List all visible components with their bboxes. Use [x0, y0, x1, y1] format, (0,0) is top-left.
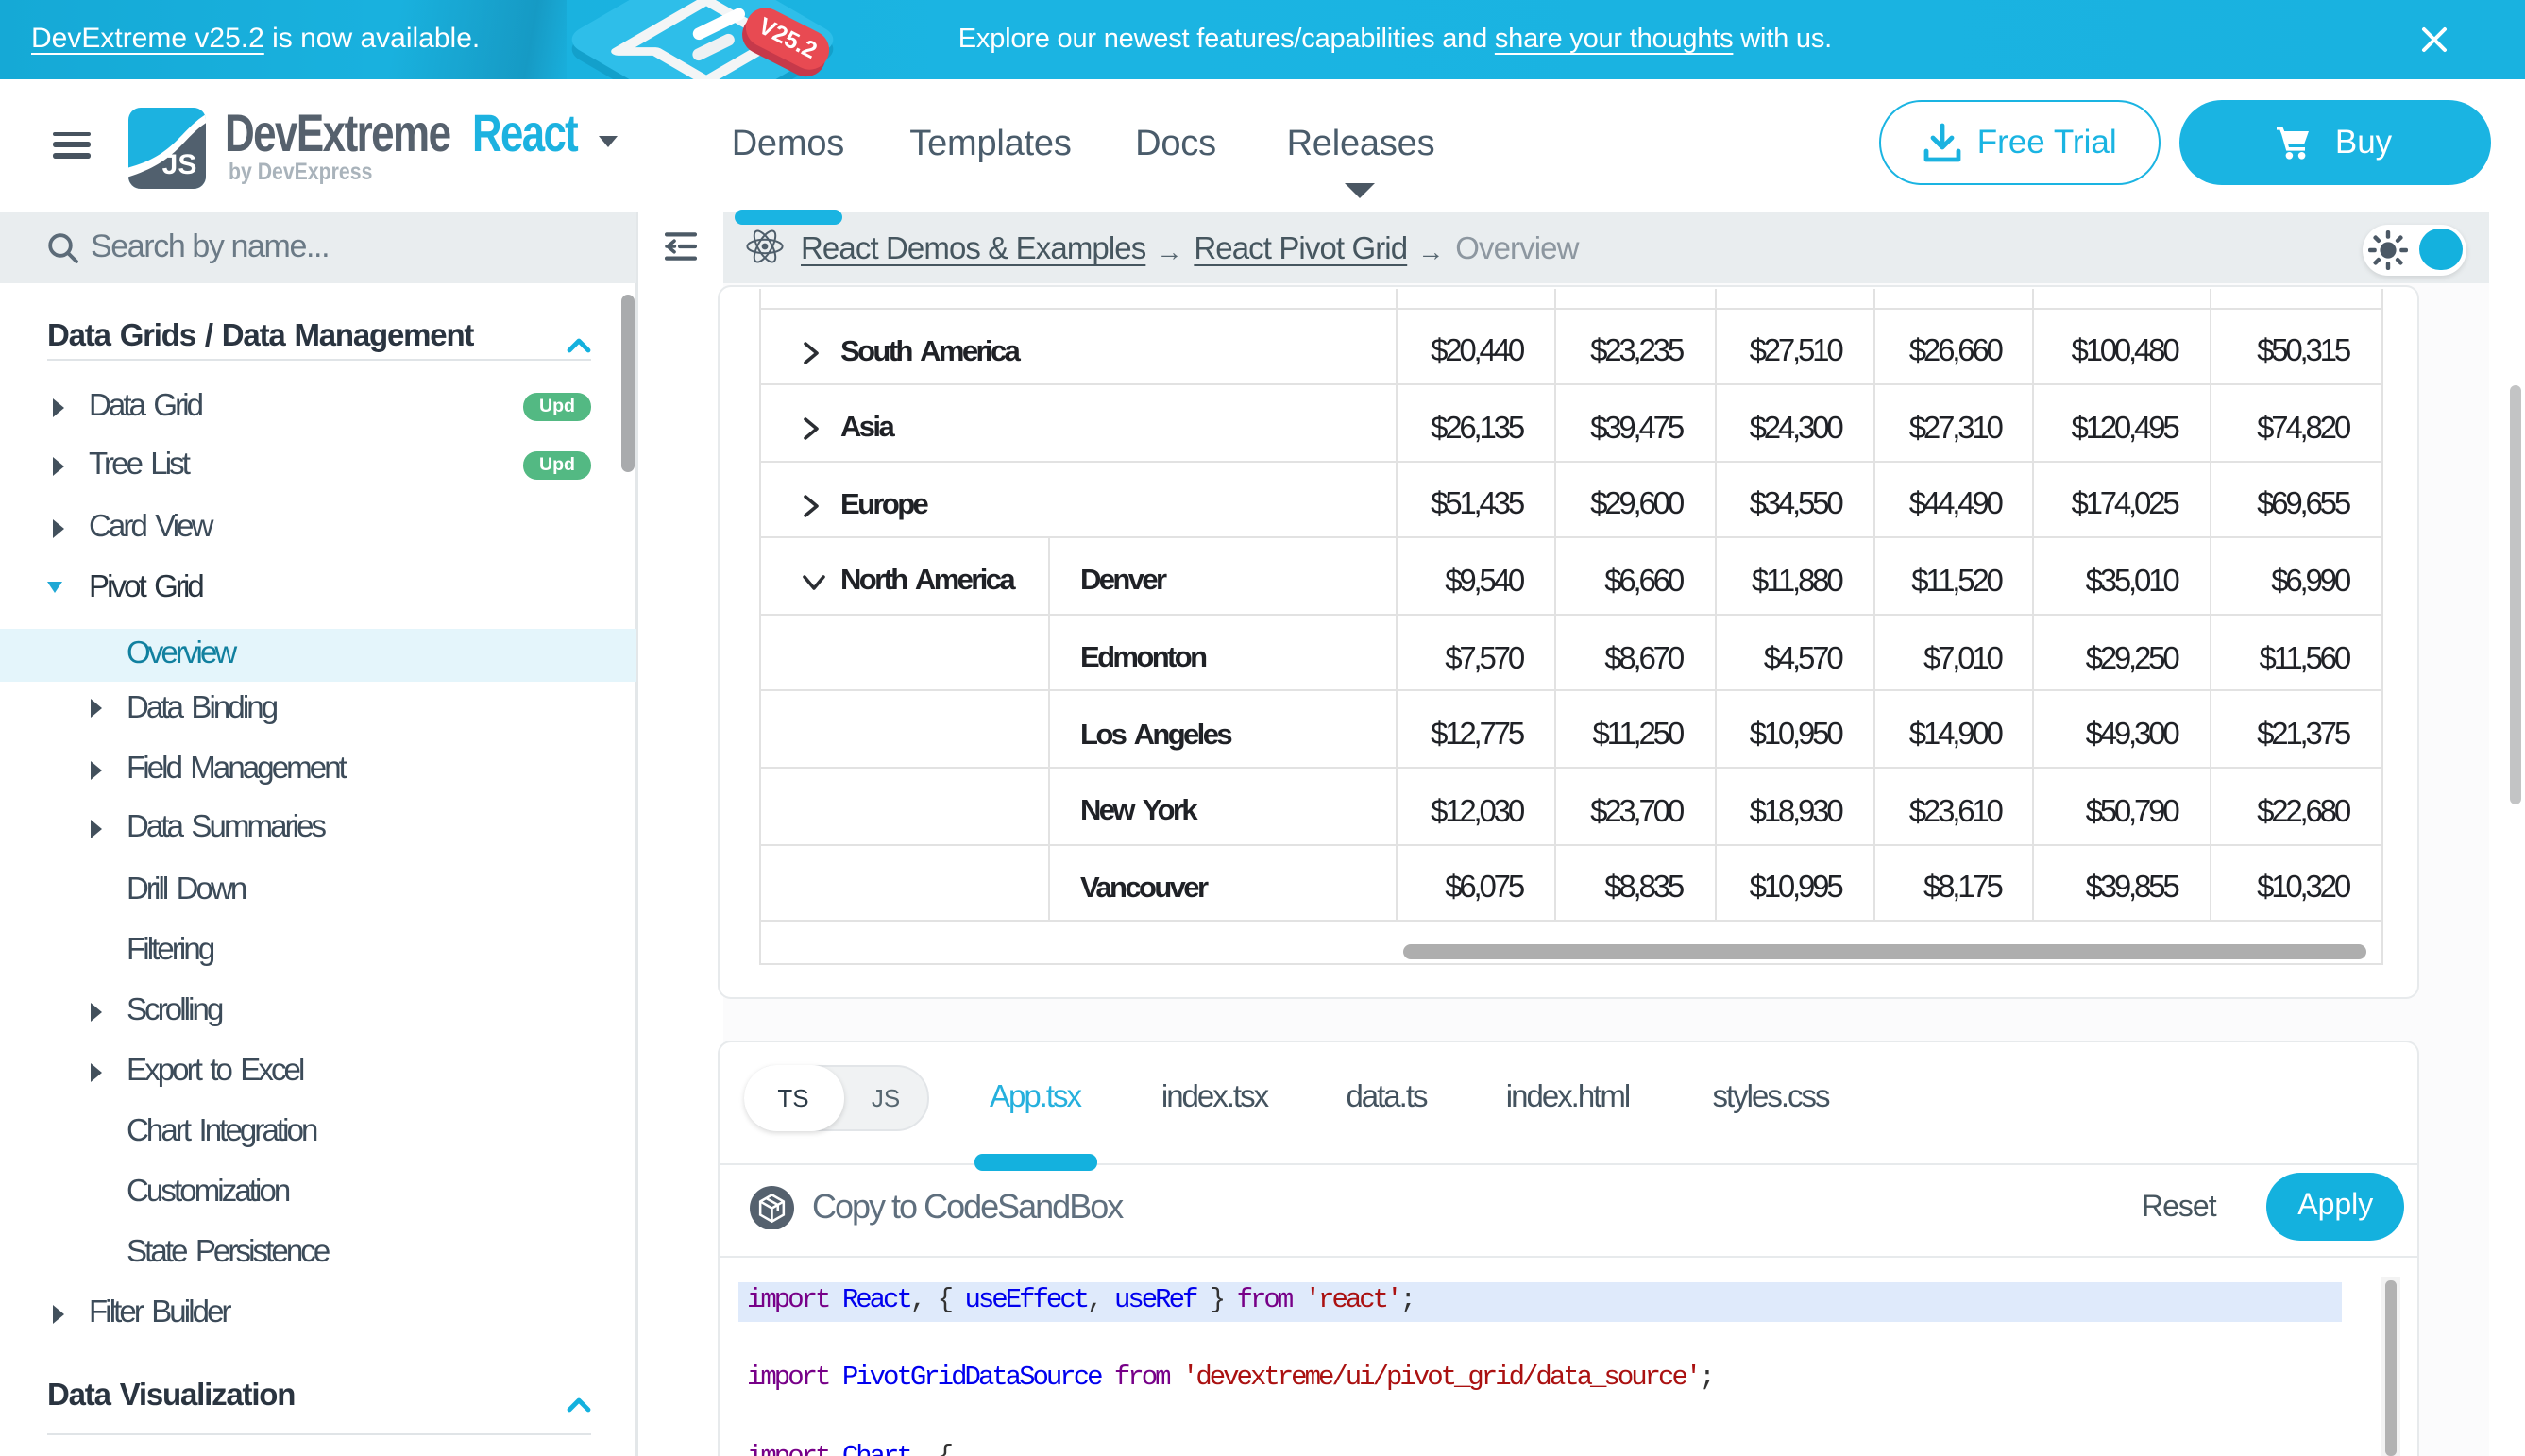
svg-text:JS: JS — [161, 148, 196, 179]
